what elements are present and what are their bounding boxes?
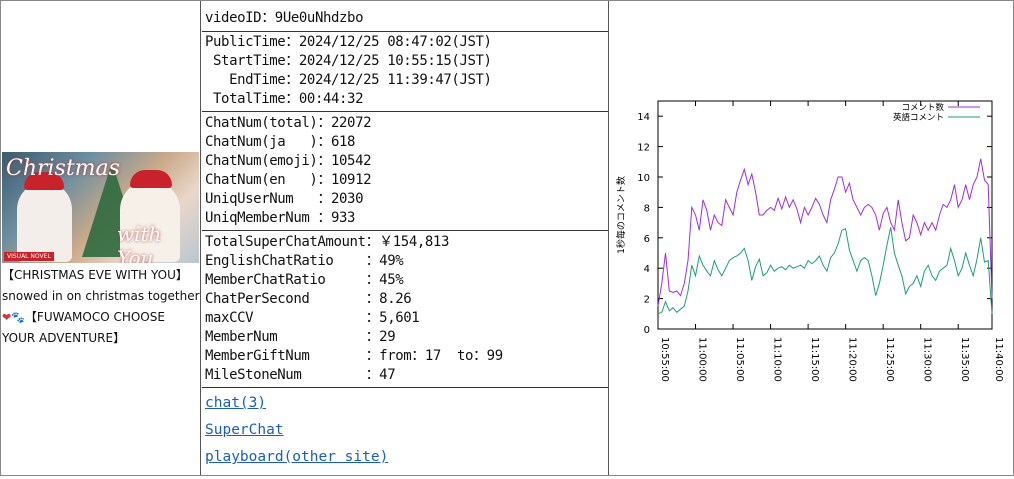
thumbnail-badge: VISUAL NOVEL	[4, 252, 54, 261]
x-tick-label: 11:00:00	[697, 337, 708, 382]
legend-label: コメント数	[901, 102, 944, 113]
member-gift-num: MemberGiftNum ：from：17 to：99	[205, 348, 503, 364]
x-tick-label: 10:55:00	[659, 337, 670, 382]
thumbnail-character-right	[120, 180, 180, 262]
stats-section: TotalSuperChatAmount：￥154,813 EnglishCha…	[202, 233, 608, 385]
x-tick-label: 11:10:00	[772, 337, 783, 382]
x-tick-label: 11:30:00	[922, 337, 933, 382]
heart-paw-icon: ❤🐾	[2, 311, 25, 324]
start-time: StartTime：2024/12/25 10:55:15(JST)	[205, 53, 492, 69]
playboard-link[interactable]: playboard(other site)	[205, 449, 389, 465]
divider	[202, 230, 608, 231]
links-section: chat(3) SuperChat playboard(other site)	[202, 390, 608, 471]
video-id: videoID：9Ue0uNhdzbo	[205, 10, 364, 26]
video-title-line: ❤🐾【FUWAMOCO CHOOSE YOUR ADVENTURE】	[2, 310, 165, 345]
column-divider	[608, 1, 609, 475]
series-line-comment	[657, 158, 993, 307]
y-tick-label: 10	[637, 173, 650, 184]
series-line-english	[657, 227, 993, 315]
legend-label: 英語コメント	[893, 112, 944, 123]
chat-num-en: ChatNum(en )：10912	[205, 172, 372, 188]
end-time: EndTime：2024/12/25 11:39:47(JST)	[205, 72, 492, 88]
divider	[202, 111, 608, 112]
x-tick-label: 11:15:00	[809, 337, 820, 382]
thumbnail-hat-right	[130, 170, 172, 188]
chat-num-emoji: ChatNum(emoji)：10542	[205, 153, 372, 169]
max-ccv: maxCCV ：5,601	[205, 310, 420, 326]
x-tick-label: 11:05:00	[734, 337, 745, 382]
chart-frame	[657, 100, 993, 330]
y-tick-label: 0	[644, 325, 650, 336]
divider	[202, 31, 608, 32]
y-axis-label: 1秒毎のコメント数	[615, 176, 627, 254]
chat-num-ja: ChatNum(ja )：618	[205, 134, 356, 150]
thumbnail-subtitle-text: with You	[117, 222, 162, 263]
thumbnail-hat-left	[24, 172, 64, 190]
stats-cell: videoID：9Ue0uNhdzbo PublicTime：2024/12/2…	[202, 1, 608, 475]
thumbnail-character-left	[17, 182, 72, 262]
chat-num-total: ChatNum(total)：22072	[205, 115, 372, 131]
chat-per-second: ChatPerSecond ：8.26	[205, 291, 412, 307]
chat-link[interactable]: chat(3)	[205, 395, 267, 411]
video-thumbnail[interactable]: Christmas with You VISUAL NOVEL	[2, 152, 199, 263]
chat-count-section: ChatNum(total)：22072 ChatNum(ja )：618 Ch…	[202, 114, 608, 228]
time-section: PublicTime：2024/12/25 08:47:02(JST) Star…	[202, 33, 608, 109]
comment-rate-chart: 0 2 4 6 8 10 12 14 10:55:00 11:00:00 11:05:00 11:10…	[615, 100, 1004, 382]
x-tick-label: 11:25:00	[884, 337, 895, 382]
x-tick-label: 11:35:00	[959, 337, 970, 382]
video-cell: Christmas with You VISUAL NOVEL 【CHRISTM…	[1, 1, 201, 475]
y-tick-label: 14	[637, 112, 650, 123]
total-time: TotalTime：00:44:32	[205, 91, 364, 107]
thumbnail-title-text: Christmas	[6, 156, 120, 181]
public-time: PublicTime：2024/12/25 08:47:02(JST)	[205, 34, 492, 50]
superchat-link[interactable]: SuperChat	[205, 422, 284, 438]
column-divider	[200, 1, 201, 475]
x-tick-label: 11:40:00	[993, 337, 1004, 382]
x-tick-label: 11:20:00	[847, 337, 858, 382]
member-chat-ratio: MemberChatRatio ：45%	[205, 272, 404, 288]
y-tick-label: 8	[644, 203, 650, 214]
member-num: MemberNum ：29	[205, 329, 396, 345]
uniq-user-num: UniqUserNum ：2030	[205, 191, 364, 207]
y-tick-label: 4	[644, 264, 650, 275]
total-superchat-amount: TotalSuperChatAmount：￥154,813	[205, 234, 449, 250]
y-tick-label: 2	[644, 295, 650, 306]
uniq-member-num: UniqMemberNum ：933	[205, 210, 356, 226]
divider	[202, 387, 608, 388]
y-tick-label: 12	[637, 143, 650, 154]
english-chat-ratio: EnglishChatRatio ：49%	[205, 253, 404, 269]
video-title: 【CHRISTMAS EVE WITH YOU】 snowed in on ch…	[2, 265, 200, 349]
y-tick-label: 6	[644, 234, 650, 245]
video-title-line: 【CHRISTMAS EVE WITH YOU】	[2, 268, 188, 282]
video-title-line: snowed in on christmas together	[2, 289, 200, 303]
video-id-section: videoID：9Ue0uNhdzbo	[202, 9, 608, 28]
chart-cell: 0 2 4 6 8 10 12 14 10:55:00 11:00:00 11:05:00 11:10…	[610, 1, 1013, 475]
milestone-num: MileStoneNum ：47	[205, 367, 396, 383]
